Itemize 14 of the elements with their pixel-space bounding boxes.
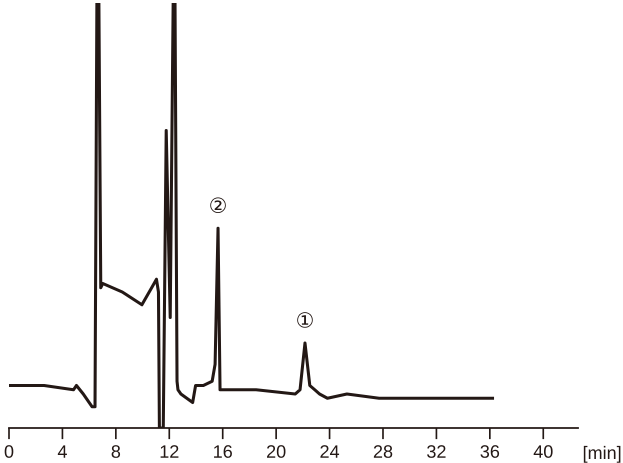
x-tick-label: 8 (112, 445, 120, 458)
x-tick-label: 4 (58, 445, 67, 458)
x-tick-label: 32 (427, 445, 446, 458)
x-axis-title: [min] (584, 446, 620, 463)
x-tick-label: 12 (160, 445, 178, 458)
x-tick-label: 40 (534, 445, 553, 458)
x-tick-label: 0 (4, 445, 14, 458)
x-tick-label: 36 (480, 445, 500, 458)
x-tick-label: 28 (374, 445, 392, 458)
x-tick-label: 20 (267, 445, 286, 458)
annotation: ② (210, 197, 226, 214)
x-tick-label: 16 (214, 445, 232, 458)
x-tick-label: 24 (320, 445, 340, 458)
annotation: ① (297, 312, 313, 328)
